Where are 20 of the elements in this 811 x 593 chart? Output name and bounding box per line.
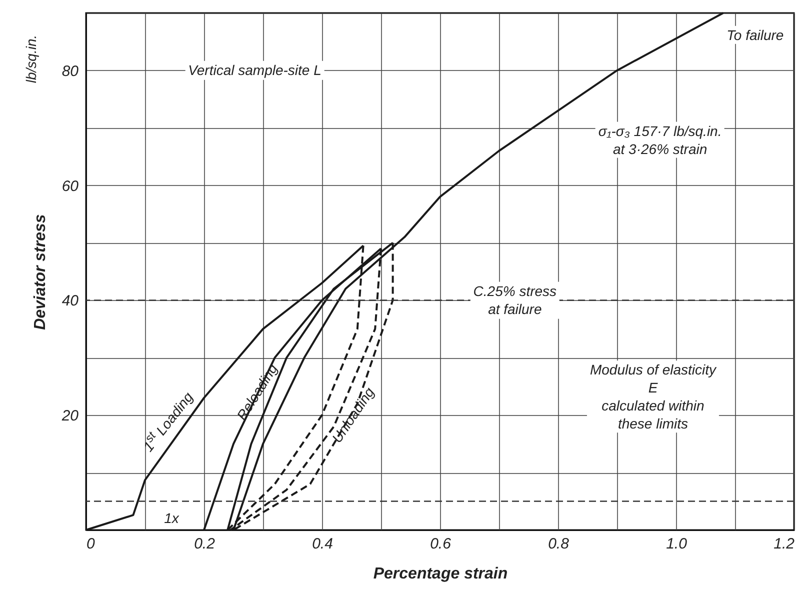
x-tick-label: 0.4 [312,536,333,552]
x-tick-label: 0.6 [430,536,452,552]
y-axis-title: Deviator stress [32,214,49,330]
annotation: To failure [724,26,787,44]
annotation: σ₁-σ₃ 157·7 lb/sq.in. at 3·26% strain [595,122,725,158]
text: lb/sq.in. [22,34,40,84]
annotation: C.25% stress at failure [470,282,560,318]
annotation: 1x [164,508,179,528]
annotation: Vertical sample-site L [185,61,324,80]
y-tick-label: 20 [60,408,80,425]
annotation: Modulus of elasticity E calculated within these limits [586,360,720,434]
x-tick-label: 0.2 [194,536,216,552]
x-tick-label: 1.0 [666,536,688,552]
x-tick-label: 0 [86,536,96,552]
y-tick-label: 80 [62,62,80,80]
y-tick-label: 60 [62,178,80,195]
x-tick-label: 1.2 [774,536,796,552]
y-tick-label: 40 [62,292,80,310]
x-axis-title: Percentage strain [373,566,508,582]
x-tick-label: 0.8 [548,536,570,552]
